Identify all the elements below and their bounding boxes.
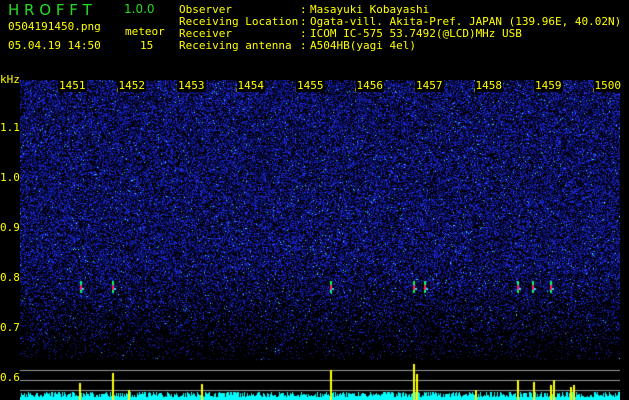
info-value: ICOM IC-575 53.7492(@LCD)MHz USB — [310, 27, 522, 40]
spectrogram — [20, 80, 620, 400]
time-tick-label: 1451 — [58, 79, 87, 92]
datetime: 05.04.19 14:50 — [8, 39, 101, 52]
freq-tick-label: 1.0 — [0, 171, 20, 184]
time-tick-label: 1454 — [236, 79, 265, 92]
meteor-label: meteor — [125, 25, 165, 38]
time-tick-label: 1500 — [593, 79, 622, 92]
freq-tick-label: 0.7 — [0, 321, 20, 334]
info-label: Receiving antenna — [179, 39, 292, 52]
info-value: Masayuki Kobayashi — [310, 3, 430, 16]
info-value: A504HB(yagi 4el) — [310, 39, 416, 52]
app-title: H R O F F T — [8, 1, 92, 19]
time-tick-label: 1455 — [296, 79, 325, 92]
freq-tick-label: 0.6 — [0, 371, 20, 384]
filename: 0504191450.png — [8, 20, 101, 33]
time-tick-label: 1453 — [177, 79, 206, 92]
time-tick-label: 1452 — [117, 79, 146, 92]
time-tick-label: 1458 — [474, 79, 503, 92]
freq-tick-label: 0.8 — [0, 271, 20, 284]
info-label: Receiver — [179, 27, 232, 40]
app-version: 1.0.0 — [124, 2, 155, 16]
info-separator: : — [300, 15, 307, 28]
info-separator: : — [300, 39, 307, 52]
freq-tick-label: 0.9 — [0, 221, 20, 234]
freq-tick-label: 1.1 — [0, 121, 20, 134]
time-tick-label: 1456 — [355, 79, 384, 92]
info-separator: : — [300, 3, 307, 16]
meteor-count: 15 — [140, 39, 154, 52]
info-separator: : — [300, 27, 307, 40]
info-value: Ogata-vill. Akita-Pref. JAPAN (139.96E, … — [310, 15, 622, 28]
info-label: Observer — [179, 3, 232, 16]
time-tick-label: 1457 — [415, 79, 444, 92]
info-label: Receiving Location — [179, 15, 299, 28]
time-tick-label: 1459 — [534, 79, 563, 92]
freq-unit: kHz — [0, 73, 20, 86]
